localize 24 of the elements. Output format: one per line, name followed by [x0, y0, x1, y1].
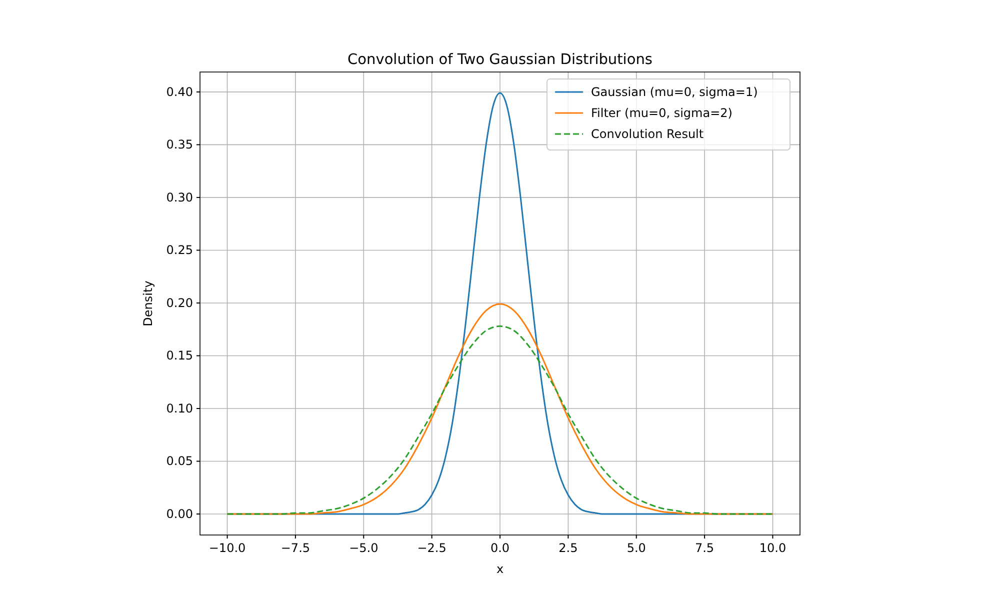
x-tick-label: 5.0 [626, 541, 646, 555]
x-tick-label: 7.5 [695, 541, 714, 555]
y-tick-label: 0.25 [166, 243, 193, 258]
x-tick-label: −2.5 [417, 541, 446, 555]
y-tick-label: 0.30 [166, 190, 193, 204]
x-tick-label: −7.5 [280, 541, 310, 555]
y-tick-label: 0.20 [166, 296, 193, 310]
x-tick-label: 2.5 [558, 541, 578, 555]
x-tick-label: −5.0 [349, 541, 378, 555]
y-tick-label: 0.15 [166, 348, 193, 363]
x-tick-label: 0.0 [490, 541, 510, 555]
y-tick-label: 0.40 [166, 84, 193, 99]
legend-label: Convolution Result [591, 127, 704, 141]
legend-label: Filter (mu=0, sigma=2) [591, 106, 732, 120]
x-tick-label: 10.0 [759, 541, 786, 555]
y-tick-label: 0.00 [166, 507, 193, 522]
chart-title: Convolution of Two Gaussian Distributions [348, 52, 652, 68]
legend-label: Gaussian (mu=0, sigma=1) [591, 85, 758, 99]
x-axis-title: x [496, 562, 504, 576]
y-tick-label: 0.10 [166, 401, 193, 416]
y-axis-title: Density [141, 280, 155, 326]
x-tick-label: −10.0 [208, 541, 246, 555]
y-tick-label: 0.05 [166, 454, 193, 468]
y-tick-label: 0.35 [166, 138, 193, 152]
